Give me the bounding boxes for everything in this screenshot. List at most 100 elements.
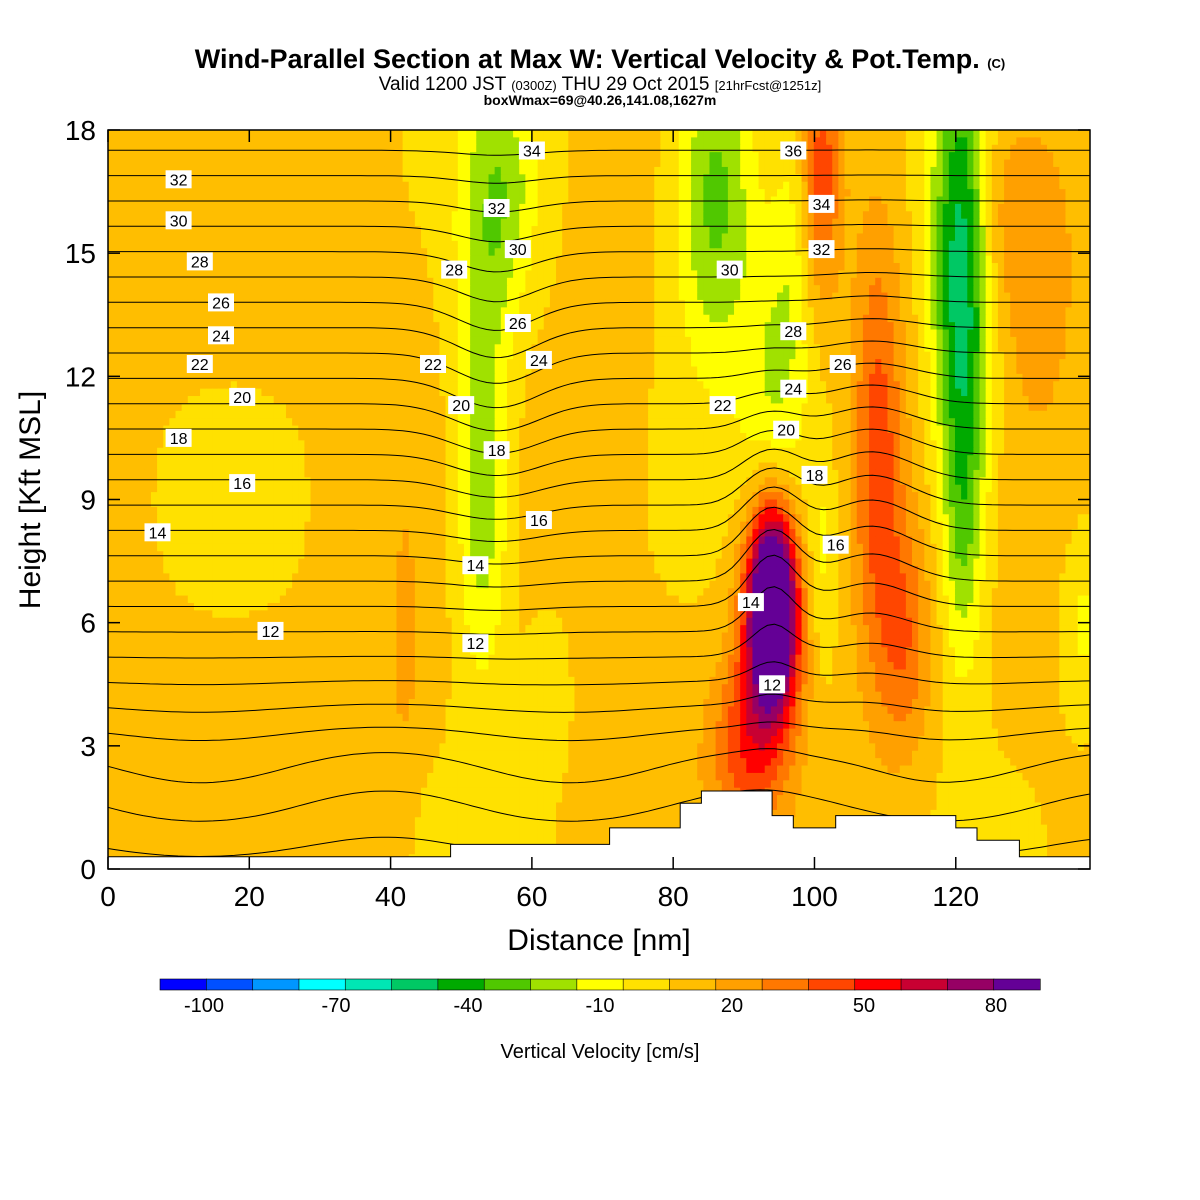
- velocity-cell: [537, 203, 545, 212]
- velocity-cell: [236, 307, 244, 316]
- velocity-cell: [150, 174, 158, 183]
- velocity-cell: [273, 277, 281, 286]
- velocity-cell: [1077, 336, 1085, 345]
- velocity-cell: [574, 322, 582, 331]
- velocity-cell: [556, 263, 563, 272]
- velocity-cell: [531, 307, 539, 316]
- velocity-cell: [973, 285, 981, 294]
- velocity-cell: [126, 248, 134, 257]
- velocity-cell: [764, 299, 772, 308]
- velocity-cell: [519, 226, 526, 235]
- velocity-cell: [230, 152, 238, 161]
- velocity-cell: [942, 329, 950, 338]
- velocity-cell: [672, 270, 680, 279]
- velocity-cell: [924, 322, 932, 331]
- velocity-cell: [181, 203, 189, 212]
- velocity-cell: [390, 292, 398, 301]
- velocity-cell: [451, 329, 459, 338]
- velocity-cell: [285, 144, 293, 153]
- velocity-cell: [1077, 307, 1085, 316]
- velocity-cell: [249, 248, 256, 257]
- velocity-cell: [126, 336, 134, 345]
- velocity-cell: [396, 336, 404, 345]
- velocity-cell: [132, 307, 140, 316]
- velocity-cell: [1065, 226, 1073, 235]
- velocity-cell: [316, 255, 324, 264]
- velocity-cell: [875, 166, 882, 175]
- velocity-cell: [623, 344, 631, 353]
- velocity-cell: [445, 351, 453, 360]
- velocity-cell: [758, 336, 766, 345]
- velocity-cell: [973, 218, 981, 227]
- velocity-cell: [697, 263, 704, 272]
- velocity-cell: [126, 189, 134, 198]
- velocity-cell: [948, 226, 956, 235]
- velocity-cell: [249, 144, 256, 153]
- velocity-cell: [494, 299, 502, 308]
- velocity-cell: [451, 292, 459, 301]
- velocity-cell: [267, 174, 275, 183]
- velocity-cell: [273, 314, 281, 323]
- velocity-cell: [869, 263, 876, 272]
- velocity-cell: [592, 174, 600, 183]
- velocity-cell: [175, 240, 183, 249]
- velocity-cell: [457, 181, 465, 190]
- velocity-cell: [709, 255, 717, 264]
- velocity-cell: [1071, 292, 1079, 301]
- velocity-cell: [187, 285, 195, 294]
- velocity-cell: [734, 240, 741, 249]
- velocity-cell: [304, 226, 312, 235]
- velocity-cell: [1047, 189, 1054, 198]
- velocity-cell: [961, 166, 968, 175]
- velocity-cell: [1028, 329, 1036, 338]
- velocity-cell: [709, 314, 717, 323]
- velocity-cell: [476, 159, 483, 168]
- velocity-cell: [322, 351, 330, 360]
- velocity-cell: [1071, 137, 1079, 146]
- velocity-cell: [611, 240, 619, 249]
- velocity-cell: [973, 189, 981, 198]
- velocity-cell: [433, 322, 441, 331]
- velocity-cell: [433, 248, 441, 257]
- velocity-cell: [856, 130, 864, 138]
- velocity-cell: [396, 203, 404, 212]
- velocity-cell: [513, 263, 520, 272]
- velocity-cell: [353, 218, 361, 227]
- velocity-cell: [126, 240, 134, 249]
- velocity-cell: [298, 270, 305, 279]
- velocity-cell: [365, 248, 373, 257]
- velocity-cell: [599, 292, 606, 301]
- velocity-cell: [525, 336, 533, 345]
- velocity-cell: [605, 336, 612, 345]
- velocity-cell: [776, 137, 784, 146]
- velocity-cell: [740, 130, 747, 138]
- velocity-cell: [1071, 307, 1079, 316]
- velocity-cell: [169, 314, 177, 323]
- velocity-cell: [543, 211, 551, 220]
- velocity-cell: [261, 248, 269, 257]
- velocity-cell: [850, 174, 858, 183]
- velocity-cell: [691, 211, 698, 220]
- velocity-cell: [599, 307, 606, 316]
- velocity-cell: [954, 329, 962, 338]
- velocity-cell: [408, 144, 416, 153]
- velocity-cell: [869, 226, 876, 235]
- velocity-cell: [1028, 130, 1036, 138]
- velocity-cell: [371, 240, 379, 249]
- velocity-cell: [715, 226, 723, 235]
- velocity-cell: [819, 277, 827, 286]
- velocity-cell: [243, 211, 250, 220]
- velocity-cell: [163, 307, 170, 316]
- velocity-cell: [691, 351, 698, 360]
- velocity-cell: [752, 314, 760, 323]
- velocity-cell: [200, 159, 207, 168]
- velocity-cell: [1022, 218, 1030, 227]
- velocity-cell: [163, 159, 170, 168]
- velocity-cell: [470, 336, 477, 345]
- velocity-cell: [844, 240, 852, 249]
- velocity-cell: [506, 189, 514, 198]
- velocity-cell: [322, 292, 330, 301]
- velocity-cell: [752, 233, 760, 242]
- velocity-cell: [648, 299, 655, 308]
- velocity-cell: [899, 174, 907, 183]
